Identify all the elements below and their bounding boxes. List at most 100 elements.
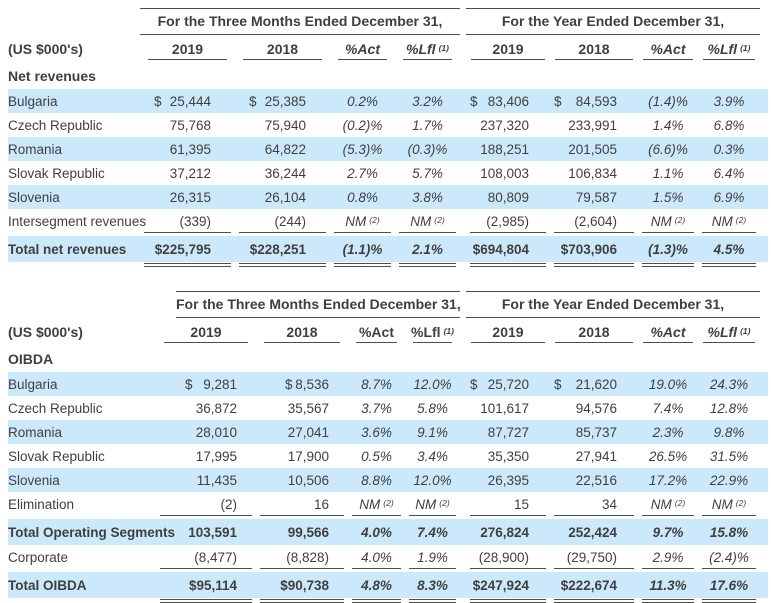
money-cell: 36,872 bbox=[195, 400, 237, 416]
money-cell: 87,727 bbox=[487, 424, 529, 440]
amount-value: 9,281 bbox=[203, 376, 237, 392]
col-header-2018-3m: 2018 bbox=[256, 318, 348, 345]
money-cell: 17,995 bbox=[195, 448, 237, 464]
percent-cell: NM (2) bbox=[348, 492, 405, 516]
percent-cell: 3.8% bbox=[412, 189, 443, 205]
dollar-sign: $ bbox=[185, 376, 193, 392]
table-body: Bulgaria $9,281 $8,536 8.7% 12.0% $25,720 $21,… bbox=[8, 372, 768, 603]
lfl-label: %Lfl bbox=[406, 40, 436, 57]
table-row: Elimination (2) 16 NM (2) NM (2) 15 34 NM (2) NM (2) bbox=[8, 492, 768, 516]
lfl-label: %Lfl bbox=[707, 323, 738, 340]
table-body: Bulgaria $25,444 $25,385 0.2% 3.2% $83,406 $84… bbox=[8, 89, 768, 267]
money-cell: 252,424 bbox=[568, 524, 617, 540]
section-label: OIBDA bbox=[8, 350, 54, 367]
row-label: Intersegment revenues bbox=[8, 213, 147, 229]
table-row: Total OIBDA $95,114 $90,738 4.8% 8.3% $247,92… bbox=[8, 572, 768, 603]
nm-value: NM bbox=[650, 213, 672, 229]
percent-cell: 4.5% bbox=[698, 236, 760, 267]
money-cell: $703,906 bbox=[550, 236, 638, 267]
percent-cell: 1.4% bbox=[652, 117, 684, 133]
nm-value: NM bbox=[415, 496, 437, 512]
table-row: Bulgaria $25,444 $25,385 0.2% 3.2% $83,406 $84… bbox=[8, 89, 768, 113]
col-header-2018-3m: 2018 bbox=[235, 35, 330, 62]
header-spacer bbox=[8, 8, 140, 35]
percent-cell: 31.5% bbox=[709, 448, 749, 464]
money-cell: (28,900) bbox=[466, 545, 550, 569]
percent-cell: 0.3% bbox=[713, 141, 745, 157]
money-cell: $225,795 bbox=[140, 236, 235, 267]
percent-cell: 9.1% bbox=[417, 424, 448, 440]
row-label: Bulgaria bbox=[8, 376, 58, 392]
row-label: Slovenia bbox=[8, 189, 60, 205]
money-cell: 15 bbox=[466, 492, 550, 516]
col-header-pct-lfl-3m: %Lfl (1) bbox=[405, 318, 460, 345]
percent-cell: (0.3)% bbox=[407, 141, 448, 157]
money-cell: $21,620 bbox=[550, 372, 638, 396]
percent-cell: 12.8% bbox=[709, 400, 749, 416]
col-header-2019-yr: 2019 bbox=[466, 318, 550, 345]
amount-value: 25,385 bbox=[264, 93, 306, 109]
row-label: Czech Republic bbox=[8, 400, 103, 416]
dollar-sign: $ bbox=[249, 93, 257, 109]
row-label: Slovak Republic bbox=[8, 165, 105, 181]
money-cell: 22,516 bbox=[575, 472, 617, 488]
percent-cell: 1.1% bbox=[652, 165, 684, 181]
money-cell: $247,924 bbox=[466, 572, 550, 603]
row-label: Slovenia bbox=[8, 472, 60, 488]
money-cell: $25,385 bbox=[235, 89, 330, 113]
row-label: Elimination bbox=[8, 496, 75, 512]
header-spacer bbox=[8, 291, 156, 318]
percent-cell: 0.2% bbox=[347, 93, 378, 109]
percent-cell: 8.7% bbox=[361, 376, 392, 392]
percent-cell: 2.1% bbox=[395, 236, 460, 267]
money-cell: 85,737 bbox=[575, 424, 617, 440]
money-cell: 80,809 bbox=[487, 189, 529, 205]
money-cell: $95,114 bbox=[156, 572, 256, 603]
dollar-sign: $ bbox=[554, 93, 562, 109]
percent-cell: 7.4% bbox=[417, 524, 448, 540]
column-header-row: (US $000's) 2019 2018 %Act %Lfl (1) 2019 … bbox=[8, 35, 768, 62]
percent-cell: 6.9% bbox=[713, 189, 745, 205]
percent-cell: 15.8% bbox=[709, 524, 749, 540]
money-cell: 36,244 bbox=[264, 165, 306, 181]
percent-cell: 8.3% bbox=[405, 572, 460, 603]
money-cell: 28,010 bbox=[195, 424, 237, 440]
dollar-sign: $ bbox=[470, 93, 478, 109]
percent-cell: 17.2% bbox=[648, 472, 688, 488]
group-header-year: For the Year Ended December 31, bbox=[466, 291, 760, 318]
dollar-sign: $ bbox=[285, 376, 293, 392]
money-cell: 16 bbox=[256, 492, 348, 516]
unit-label: (US $000's) bbox=[8, 40, 83, 57]
money-cell: 37,212 bbox=[169, 165, 211, 181]
money-cell: (339) bbox=[140, 209, 235, 233]
amount-value: 83,406 bbox=[487, 93, 529, 109]
column-header-row: (US $000's) 2019 2018 %Act %Lfl (1) 2019 … bbox=[8, 318, 768, 345]
amount-value: 21,620 bbox=[575, 376, 617, 392]
table-row: Slovak Republic 37,212 36,244 2.7% 5.7% 108,0… bbox=[8, 161, 768, 185]
percent-cell: NM (2) bbox=[698, 209, 760, 233]
nm-value: NM bbox=[410, 213, 432, 229]
money-cell: 94,576 bbox=[575, 400, 617, 416]
percent-cell: 4.8% bbox=[348, 572, 405, 603]
percent-cell: 9.7% bbox=[652, 524, 684, 540]
percent-cell: (2.4)% bbox=[698, 545, 760, 569]
percent-cell: 2.9% bbox=[638, 545, 698, 569]
money-cell: $694,804 bbox=[466, 236, 550, 267]
money-cell: 276,824 bbox=[480, 524, 529, 540]
percent-cell: 12.0% bbox=[413, 472, 452, 488]
percent-cell: 6.8% bbox=[713, 117, 745, 133]
percent-cell: 1.5% bbox=[652, 189, 684, 205]
dollar-sign: $ bbox=[470, 376, 478, 392]
percent-cell: 8.8% bbox=[361, 472, 392, 488]
percent-cell: 5.7% bbox=[412, 165, 443, 181]
nm-value: NM bbox=[650, 496, 672, 512]
row-label: Total Operating Segments bbox=[8, 524, 176, 540]
table-row: Total net revenues $225,795 $228,251 (1.1)%… bbox=[8, 236, 768, 267]
percent-cell: (0.2)% bbox=[342, 117, 383, 133]
row-label: Slovak Republic bbox=[8, 448, 105, 464]
percent-cell: 17.6% bbox=[698, 572, 760, 603]
table-row: Slovak Republic 17,995 17,900 0.5% 3.4% 35,35… bbox=[8, 444, 768, 468]
money-cell: 27,941 bbox=[575, 448, 617, 464]
money-cell: (8,477) bbox=[156, 545, 256, 569]
